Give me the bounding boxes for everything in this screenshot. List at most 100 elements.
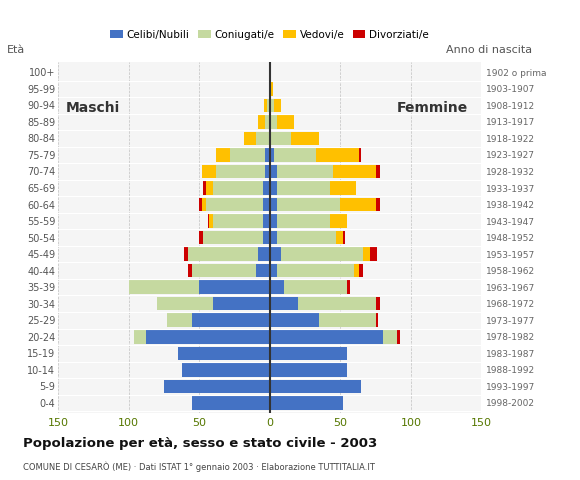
Bar <box>376 313 378 327</box>
Bar <box>266 148 270 162</box>
Bar <box>270 231 277 244</box>
Bar <box>277 214 331 228</box>
Bar <box>274 148 316 162</box>
Bar <box>277 115 293 129</box>
Bar <box>206 181 213 195</box>
Bar <box>178 347 270 360</box>
Bar <box>263 214 270 228</box>
Bar <box>376 297 380 311</box>
Bar <box>192 396 270 409</box>
Bar <box>270 115 277 129</box>
Bar <box>347 280 350 294</box>
Bar <box>281 247 363 261</box>
Bar <box>277 198 340 211</box>
Bar <box>206 198 263 211</box>
Bar <box>204 231 263 244</box>
Text: Anno di nascita: Anno di nascita <box>446 46 532 55</box>
Bar <box>270 264 277 277</box>
Bar <box>270 198 277 211</box>
Bar <box>270 148 274 162</box>
Bar <box>358 148 361 162</box>
Bar <box>256 264 270 277</box>
Bar <box>270 214 277 228</box>
Bar <box>270 313 319 327</box>
Bar <box>263 231 270 244</box>
Bar <box>270 181 277 195</box>
Bar <box>270 165 277 178</box>
Bar <box>129 280 199 294</box>
Text: Femmine: Femmine <box>396 101 467 115</box>
Bar <box>370 247 377 261</box>
Bar <box>270 132 291 145</box>
Bar <box>267 98 270 112</box>
Bar <box>263 181 270 195</box>
Bar <box>146 330 270 344</box>
Bar <box>340 198 376 211</box>
Bar <box>199 198 202 211</box>
Bar <box>343 231 345 244</box>
Bar <box>277 231 336 244</box>
Bar <box>244 132 256 145</box>
Bar <box>157 297 213 311</box>
Bar <box>259 115 266 129</box>
Bar <box>291 132 319 145</box>
Bar <box>213 181 263 195</box>
Text: Popolazione per età, sesso e stato civile - 2003: Popolazione per età, sesso e stato civil… <box>23 437 378 450</box>
Bar <box>230 148 266 162</box>
Text: Età: Età <box>7 46 26 55</box>
Bar <box>164 380 270 393</box>
Bar <box>202 165 216 178</box>
Bar <box>316 148 358 162</box>
Bar <box>192 313 270 327</box>
Bar <box>184 247 188 261</box>
Bar <box>270 330 383 344</box>
Bar <box>270 280 284 294</box>
Text: Maschi: Maschi <box>66 101 121 115</box>
Bar <box>188 247 259 261</box>
Bar <box>270 98 274 112</box>
Bar <box>277 165 333 178</box>
Bar <box>263 198 270 211</box>
Bar <box>270 347 347 360</box>
Bar <box>266 115 270 129</box>
Bar <box>333 165 376 178</box>
Bar <box>397 330 400 344</box>
Bar <box>216 165 266 178</box>
Bar <box>336 231 343 244</box>
Bar <box>270 363 347 377</box>
Bar <box>277 264 354 277</box>
Bar <box>199 280 270 294</box>
Bar <box>331 214 347 228</box>
Bar <box>319 313 376 327</box>
Bar <box>188 264 192 277</box>
Bar <box>208 214 209 228</box>
Bar <box>264 98 267 112</box>
Bar <box>134 330 146 344</box>
Bar <box>259 247 270 261</box>
Bar <box>216 148 230 162</box>
Bar <box>274 98 281 112</box>
Bar <box>298 297 376 311</box>
Bar <box>270 247 281 261</box>
Bar <box>376 165 380 178</box>
Bar <box>266 165 270 178</box>
Bar <box>284 280 347 294</box>
Bar <box>202 198 206 211</box>
Bar <box>376 198 380 211</box>
Bar <box>277 181 331 195</box>
Legend: Celibi/Nubili, Coniugati/e, Vedovi/e, Divorziati/e: Celibi/Nubili, Coniugati/e, Vedovi/e, Di… <box>106 25 433 44</box>
Bar <box>270 380 361 393</box>
Bar <box>354 264 358 277</box>
Bar <box>363 247 370 261</box>
Bar <box>199 231 204 244</box>
Bar <box>213 297 270 311</box>
Bar <box>192 264 256 277</box>
Bar <box>256 132 270 145</box>
Bar <box>270 82 273 96</box>
Bar <box>270 297 298 311</box>
Bar <box>358 264 363 277</box>
Text: COMUNE DI CESARÒ (ME) · Dati ISTAT 1° gennaio 2003 · Elaborazione TUTTITALIA.IT: COMUNE DI CESARÒ (ME) · Dati ISTAT 1° ge… <box>23 461 375 472</box>
Bar <box>204 181 206 195</box>
Bar <box>270 396 343 409</box>
Bar <box>383 330 397 344</box>
